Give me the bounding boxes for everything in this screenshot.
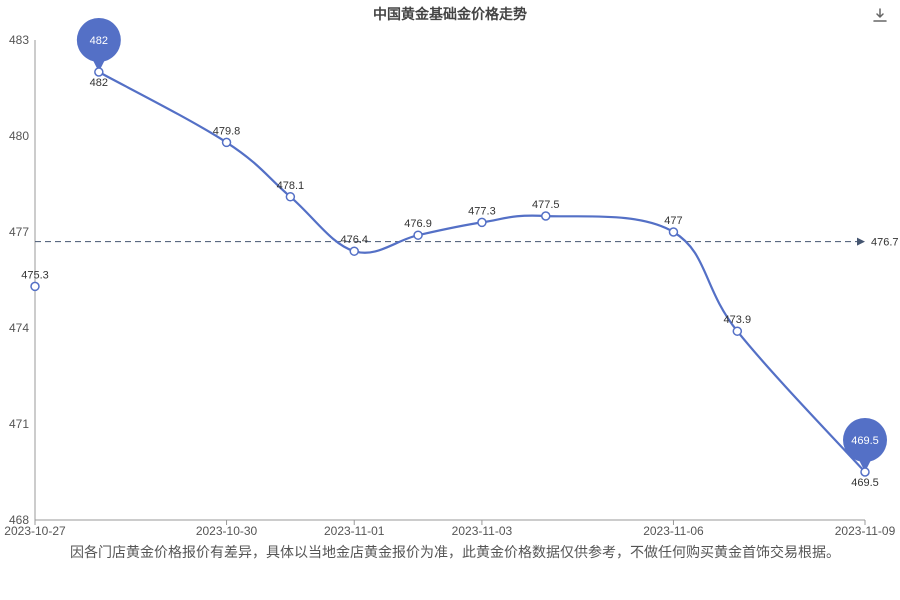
data-point — [350, 247, 358, 255]
data-point — [733, 327, 741, 335]
point-label: 477.3 — [468, 205, 496, 217]
data-point — [31, 282, 39, 290]
point-label: 476.9 — [404, 218, 432, 230]
y-tick-label: 471 — [9, 417, 29, 431]
point-sublabel: 469.5 — [851, 477, 879, 489]
data-point — [223, 138, 231, 146]
data-point — [286, 193, 294, 201]
point-label: 473.9 — [724, 314, 752, 326]
point-label: 475.3 — [21, 269, 49, 281]
point-label: 479.8 — [213, 125, 241, 137]
chart-footnote: 因各门店黄金价格报价有差异，具体以当地金店黄金报价为准，此黄金价格数据仅供参考，… — [70, 542, 840, 564]
chart-title: 中国黄金基础金价格走势 — [373, 4, 527, 24]
point-label: 477.5 — [532, 199, 560, 211]
x-tick-label: 2023-10-27 — [4, 524, 65, 538]
x-tick-label: 2023-10-30 — [196, 524, 257, 538]
y-tick-label: 477 — [9, 225, 29, 239]
reference-label: 476.7 — [871, 237, 899, 249]
reference-arrow — [857, 238, 865, 246]
data-point — [542, 212, 550, 220]
data-point — [669, 228, 677, 236]
data-point — [478, 218, 486, 226]
point-sublabel: 482 — [90, 77, 108, 89]
x-tick-label: 2023-11-09 — [835, 524, 896, 538]
x-tick-label: 2023-11-03 — [452, 524, 513, 538]
data-point — [95, 68, 103, 76]
point-label: 476.4 — [340, 234, 368, 246]
point-label: 478.1 — [277, 180, 305, 192]
download-icon[interactable] — [872, 8, 888, 29]
data-point — [861, 468, 869, 476]
x-tick-label: 2023-11-01 — [324, 524, 385, 538]
point-label: 477 — [664, 215, 682, 227]
highlight-label: 482 — [90, 35, 108, 47]
highlight-label: 469.5 — [851, 435, 879, 447]
chart-svg: 476.7475.3482482479.8478.1476.4476.9477.… — [35, 40, 865, 520]
y-tick-label: 474 — [9, 321, 29, 335]
data-point — [414, 231, 422, 239]
x-tick-label: 2023-11-06 — [643, 524, 704, 538]
y-tick-label: 483 — [9, 33, 29, 47]
chart-plot-area: 476.7475.3482482479.8478.1476.4476.9477.… — [35, 40, 865, 520]
y-tick-label: 480 — [9, 129, 29, 143]
